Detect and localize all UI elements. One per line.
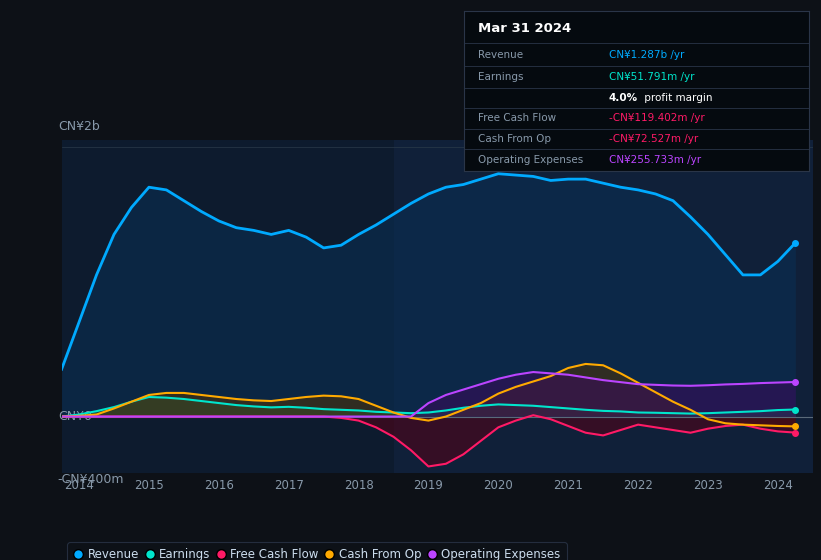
Text: Mar 31 2024: Mar 31 2024: [478, 22, 571, 35]
Text: Free Cash Flow: Free Cash Flow: [478, 113, 556, 123]
Text: CN¥51.791m /yr: CN¥51.791m /yr: [608, 72, 695, 82]
Text: Operating Expenses: Operating Expenses: [478, 155, 583, 165]
Text: Cash From Op: Cash From Op: [478, 134, 551, 144]
Bar: [393, 140, 813, 473]
Text: CN¥2b: CN¥2b: [57, 120, 99, 133]
Text: Earnings: Earnings: [478, 72, 523, 82]
Text: Revenue: Revenue: [478, 50, 523, 60]
Legend: Revenue, Earnings, Free Cash Flow, Cash From Op, Operating Expenses: Revenue, Earnings, Free Cash Flow, Cash …: [67, 543, 566, 560]
Text: profit margin: profit margin: [641, 93, 713, 103]
Text: -CN¥400m: -CN¥400m: [57, 473, 124, 486]
Text: -CN¥119.402m /yr: -CN¥119.402m /yr: [608, 113, 704, 123]
Text: 4.0%: 4.0%: [608, 93, 638, 103]
Text: CN¥255.733m /yr: CN¥255.733m /yr: [608, 155, 701, 165]
Text: CN¥1.287b /yr: CN¥1.287b /yr: [608, 50, 684, 60]
Text: CN¥0: CN¥0: [57, 410, 92, 423]
Text: -CN¥72.527m /yr: -CN¥72.527m /yr: [608, 134, 698, 144]
